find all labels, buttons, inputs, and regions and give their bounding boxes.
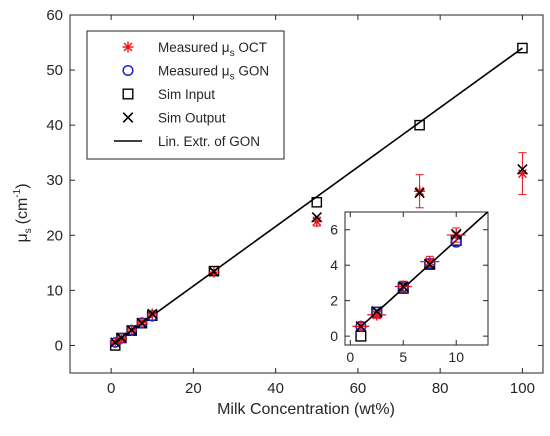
legend-label-text: Sim Output bbox=[158, 111, 226, 126]
main-x-tick-label: 20 bbox=[185, 380, 202, 397]
y-axis-label-close: ) bbox=[14, 183, 31, 188]
main-data-layer bbox=[109, 42, 528, 351]
main-x-tick-label: 40 bbox=[267, 380, 284, 397]
inset-sim_output-point bbox=[371, 305, 383, 317]
legend-label-oct: Measured μs OCT bbox=[158, 40, 267, 59]
inset-y-tick-label: 6 bbox=[330, 222, 338, 238]
legend-marker-sim_input bbox=[122, 88, 134, 100]
inset-sim_output-point bbox=[355, 320, 367, 332]
main-sim_output-point bbox=[517, 164, 528, 175]
legend-label-gon: Measured μs GON bbox=[158, 64, 269, 83]
main-x-tick-label: 100 bbox=[510, 380, 535, 397]
main-sim_input-point bbox=[414, 119, 425, 131]
legend-label-sim_input: Sim Input bbox=[158, 87, 215, 102]
inset-sim_output-point bbox=[450, 228, 462, 240]
main-sim_output-point bbox=[116, 332, 127, 343]
inset-sim_output-point bbox=[424, 258, 436, 270]
main-y-tick-label: 30 bbox=[46, 172, 63, 189]
inset-plot-area: 0 5 10 0 2 4 6 bbox=[330, 211, 489, 365]
main-sim_output-point bbox=[414, 187, 425, 199]
inset-y-tick-label: 2 bbox=[330, 293, 338, 309]
legend-marker-gon bbox=[122, 64, 134, 77]
legend-label-text: Lin. Extr. of GON bbox=[158, 134, 260, 149]
legend-marker-oct bbox=[122, 41, 134, 53]
main-y-tick-label: 60 bbox=[46, 7, 63, 24]
legend-box bbox=[86, 30, 285, 160]
legend-label-text: Measured μ bbox=[158, 64, 230, 79]
inset-x-tick-label: 0 bbox=[346, 349, 354, 365]
main-y-tick-label: 0 bbox=[55, 337, 63, 354]
inset-oct-point bbox=[423, 255, 436, 268]
inset-y-tick-label: 4 bbox=[330, 257, 338, 273]
legend-label-subscript: s bbox=[230, 48, 235, 59]
y-axis-label-unit: (cm bbox=[14, 198, 31, 225]
main-x-tick-label: 60 bbox=[350, 380, 367, 397]
legend-label-sim_output: Sim Output bbox=[158, 111, 226, 126]
main-x-tick-label: 80 bbox=[432, 380, 449, 397]
inset-data-layer bbox=[352, 212, 488, 342]
main-sim_output-point bbox=[126, 324, 137, 336]
inset-x-tick-label: 5 bbox=[399, 349, 407, 365]
y-axis-label-symbol: μ bbox=[14, 233, 31, 242]
legend-label-text: Sim Input bbox=[158, 87, 215, 102]
inset-y-tick-label: 0 bbox=[330, 328, 338, 344]
y-axis-label: μs (cm-1) bbox=[12, 183, 34, 242]
main-sim_input-point bbox=[311, 196, 323, 208]
legend-label-suffix: OCT bbox=[235, 40, 267, 55]
legend-label-lin: Lin. Extr. of GON bbox=[158, 134, 260, 149]
main-sim_input-point bbox=[517, 42, 528, 54]
main-lin-extr-line bbox=[114, 47, 523, 344]
inset-sim_output-point bbox=[397, 281, 409, 292]
main-sim_output-point bbox=[110, 337, 121, 348]
y-axis-label-subscript: s bbox=[23, 228, 34, 233]
inset-x-tick-label: 10 bbox=[448, 349, 464, 365]
main-sim_output-point bbox=[147, 308, 158, 319]
legend-label-text: Measured μ bbox=[158, 40, 230, 55]
main-sim_output-point bbox=[208, 266, 220, 277]
x-axis-label: Milk Concentration (wt%) bbox=[217, 401, 395, 418]
legend-label-suffix: GON bbox=[235, 64, 270, 79]
main-oct-point bbox=[414, 185, 426, 197]
main-y-tick-label: 50 bbox=[46, 62, 63, 79]
main-sim_output-point bbox=[311, 211, 322, 223]
main-sim_output-point bbox=[136, 317, 148, 329]
legend-marker-sim_output bbox=[122, 112, 134, 123]
main-y-tick-label: 40 bbox=[46, 117, 63, 134]
main-y-tick-label: 20 bbox=[46, 227, 63, 244]
main-x-tick-label: 0 bbox=[107, 380, 115, 397]
main-y-tick-label: 10 bbox=[46, 282, 63, 299]
y-axis-label-superscript: -1 bbox=[12, 188, 23, 197]
legend-label-subscript: s bbox=[230, 72, 235, 83]
